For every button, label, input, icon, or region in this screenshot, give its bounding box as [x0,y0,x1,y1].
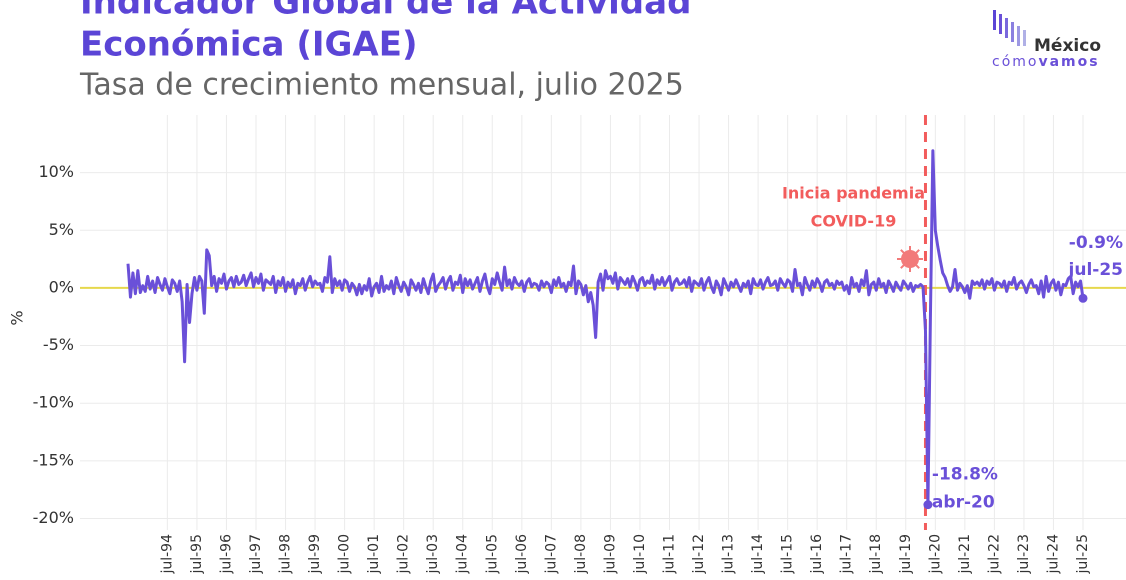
x-tick-label: jul-08 [573,534,589,575]
grid [80,115,1126,530]
x-tick-label: jul-95 [189,534,205,575]
x-tick-label: jul-06 [514,534,530,575]
x-tick-label: jul-04 [455,534,471,575]
x-tick-label: jul-24 [1045,534,1061,575]
x-tick-label: jul-23 [1016,534,1032,575]
x-tick-label: jul-13 [721,534,737,575]
highlight-point [1078,293,1088,303]
x-tick-label: jul-19 [898,534,914,575]
x-tick-label: jul-20 [927,534,943,575]
chart-title: Indicador Global de la Actividad [80,0,691,23]
logo-bar [999,14,1002,34]
logo-bar [1017,26,1020,46]
y-tick-label: 0% [49,277,74,296]
highlight-point [923,500,933,510]
value-label: -18.8% [932,465,998,485]
x-tick-label: jul-11 [661,534,677,575]
y-tick-label: -10% [33,393,74,412]
x-tick-label: jul-21 [957,534,973,575]
x-tick-label: jul-12 [691,534,707,575]
virus-body [901,250,919,268]
x-tick-label: jul-10 [632,534,648,575]
x-tick-label: jul-16 [809,534,825,575]
x-tick-label: jul-15 [780,534,796,575]
value-label: -0.9% [1069,233,1123,253]
logo-bar [1011,22,1014,42]
y-tick-label: -20% [33,508,74,527]
x-tick-label: jul-03 [425,534,441,575]
x-tick-label: jul-09 [602,534,618,575]
logo-name: México [1034,36,1101,56]
y-tick-label: -5% [43,335,74,354]
y-tick-label: 5% [49,220,74,239]
y-tick-label: 10% [38,162,74,181]
x-tick-label: jul-94 [159,534,175,575]
event-label: Inicia pandemia [782,184,925,203]
x-tick-label: jul-02 [396,534,412,575]
logo: México cómovamos [992,10,1101,70]
x-tick-label: jul-07 [543,534,559,575]
x-tick-label: jul-25 [1075,534,1091,575]
data-line [126,149,1085,507]
logo-bar [1005,18,1008,38]
logo-word-2: vamos [1038,54,1099,70]
x-tick-label: jul-00 [337,534,353,575]
x-tick-label: jul-01 [366,534,382,575]
logo-word: cómovamos [992,54,1100,70]
logo-word-1: cómo [992,54,1038,70]
chart-title: Económica (IGAE) [80,25,418,65]
x-tick-label: jul-18 [868,534,884,575]
y-tick-label: -15% [33,450,74,469]
x-tick-label: jul-05 [484,534,500,575]
x-tick-label: jul-22 [986,534,1002,575]
date-label: jul-25 [1068,260,1123,280]
logo-bar [1023,30,1026,46]
logo-bar [993,10,996,30]
date-label: abr-20 [932,493,995,513]
chart-subtitle: Tasa de crecimiento mensual, julio 2025 [79,68,684,103]
x-tick-label: jul-99 [307,534,323,575]
x-tick-label: jul-97 [248,534,264,575]
x-tick-label: jul-98 [278,534,294,575]
virus-icon [897,246,923,272]
x-tick-label: jul-96 [218,534,234,575]
event-label: COVID-19 [811,212,897,231]
y-axis-label: % [8,310,27,325]
x-tick-label: jul-17 [839,534,855,575]
x-tick-label: jul-14 [750,534,766,575]
